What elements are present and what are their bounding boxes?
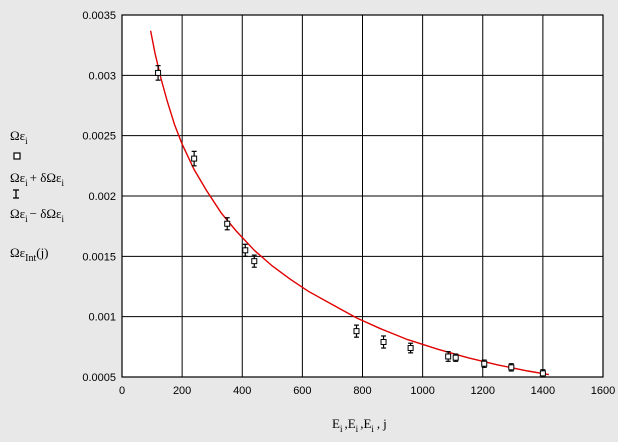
x-axis-label: Ei ,Ei ,Ei, j [332, 416, 387, 434]
point-marker [508, 364, 515, 371]
x-tick-label: 400 [233, 385, 251, 397]
point-marker [224, 220, 231, 227]
point-marker [481, 360, 488, 367]
point-marker [155, 69, 162, 76]
x-tick-label: 1400 [531, 385, 555, 397]
x-tick-label: 1600 [591, 385, 615, 397]
data-point [407, 342, 414, 354]
legend-entry-2: Ωεi + δΩεi [10, 170, 64, 188]
grid [121, 14, 604, 378]
point-marker [242, 247, 249, 254]
x-tick-label: 800 [353, 385, 371, 397]
data-point [224, 217, 231, 231]
data-points-layer [155, 65, 546, 378]
y-tick-label: 0.001 [88, 312, 116, 324]
y-tick-labels: 0.0005 0.001 0.0015 0.002 0.0025 0.003 0.0035 [82, 10, 116, 384]
plot-frame [121, 14, 604, 378]
point-marker [407, 345, 414, 352]
data-point [452, 353, 459, 362]
legend-entry-3: Ωεi − δΩεi [10, 206, 64, 224]
legend-entry-1: Ωεi [10, 128, 28, 146]
y-tick-label: 0.0005 [82, 372, 116, 384]
y-tick-label: 0.002 [88, 191, 116, 203]
legend-errorbar-marker [13, 189, 19, 199]
x-tick-label: 600 [293, 385, 311, 397]
point-marker [191, 155, 198, 162]
point-marker [251, 258, 258, 265]
point-marker [452, 354, 459, 361]
x-tick-label: 1200 [471, 385, 495, 397]
data-point [191, 150, 198, 167]
data-point [242, 243, 249, 257]
data-point [508, 363, 515, 372]
point-marker [380, 339, 387, 346]
data-point [251, 254, 258, 268]
data-point [445, 351, 452, 362]
x-tick-label: 1000 [410, 385, 434, 397]
y-tick-label: 0.0025 [82, 131, 116, 143]
x-tick-labels: 0 200 400 600 800 1000 1200 1400 1600 [119, 385, 615, 397]
data-point [539, 369, 546, 378]
legend: Ωεi Ωεi + δΩεi Ωεi − δΩεi ΩεInt(j) [10, 128, 64, 264]
point-marker [445, 353, 452, 360]
data-point [380, 335, 387, 349]
x-tick-label: 200 [173, 385, 191, 397]
y-tick-label: 0.0015 [82, 251, 116, 263]
data-point [481, 359, 488, 368]
legend-square-marker [13, 152, 21, 160]
point-marker [539, 370, 546, 377]
point-marker [353, 328, 360, 335]
x-tick-label: 0 [119, 385, 125, 397]
data-point [155, 65, 162, 81]
y-tick-label: 0.0035 [82, 10, 116, 22]
y-tick-label: 0.003 [88, 70, 116, 82]
data-point [353, 324, 360, 338]
legend-entry-4: ΩεInt(j) [10, 245, 49, 264]
